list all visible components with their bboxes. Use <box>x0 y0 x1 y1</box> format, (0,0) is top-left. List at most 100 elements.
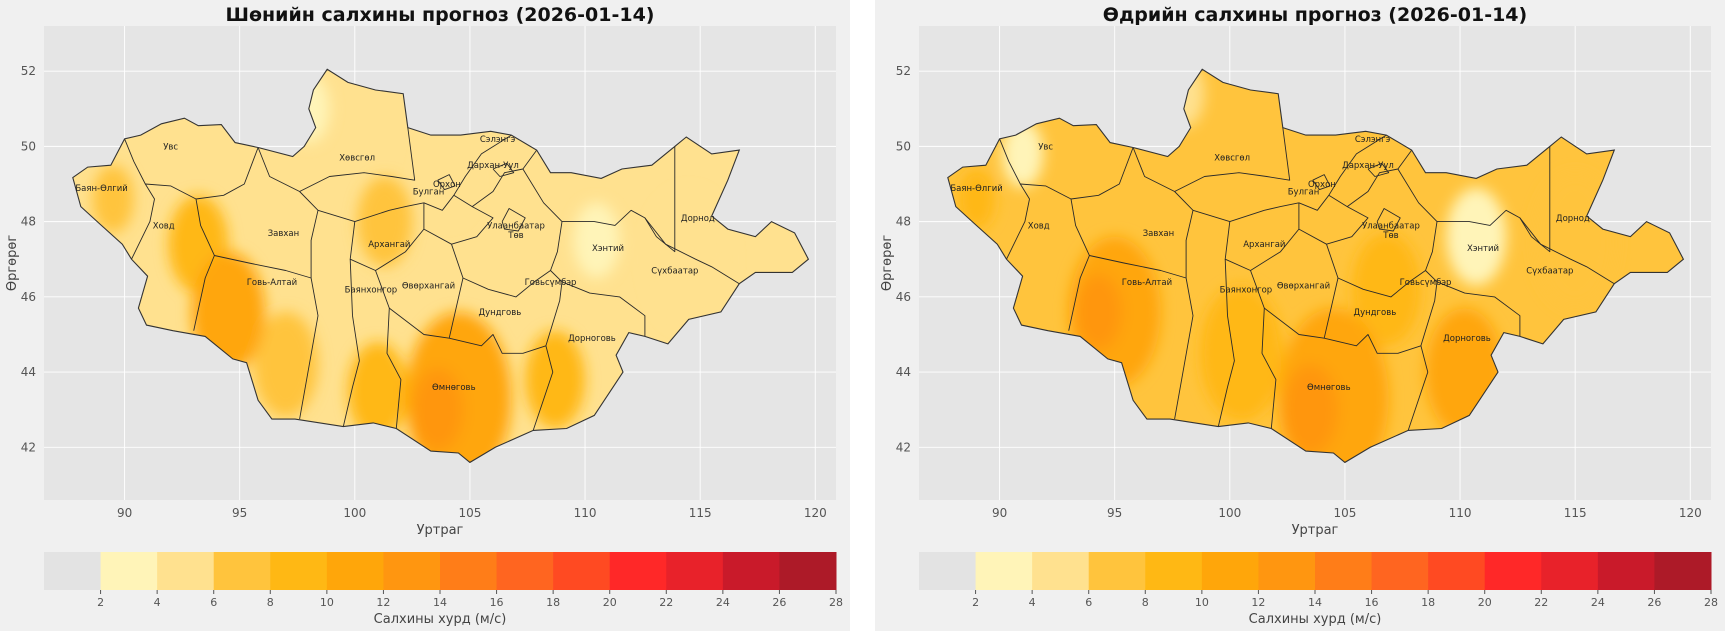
province-label: Ховд <box>153 221 175 231</box>
colorbar-segment <box>1654 552 1712 590</box>
province-border <box>1298 134 1387 211</box>
province-border <box>1367 162 1390 177</box>
colorbar-segment <box>1597 552 1655 590</box>
province-label: Сүхбаатар <box>1526 267 1573 277</box>
province-label: Дорноговь <box>568 334 616 344</box>
colorbar-segment <box>270 552 328 590</box>
country-outline <box>72 68 810 464</box>
province-border <box>492 162 515 177</box>
province-label: Говьсүмбэр <box>1400 278 1452 288</box>
province-border <box>423 228 464 339</box>
wind-speed-blob <box>419 131 475 222</box>
colorbar-segment <box>383 552 441 590</box>
x-tick-label: 95 <box>232 506 247 520</box>
province-border <box>462 270 563 346</box>
colorbar-tick-label: 6 <box>1085 596 1092 609</box>
colorbar-tick-label: 26 <box>772 596 786 609</box>
y-tick-label: 42 <box>896 440 911 454</box>
province-border <box>1264 307 1429 431</box>
province-border <box>453 149 538 208</box>
y-tick-label: 46 <box>21 290 36 304</box>
colorbar-tick-label: 8 <box>1142 596 1149 609</box>
province-label: Улаанбаатар <box>487 221 545 231</box>
province-label: Увс <box>1038 142 1053 152</box>
province-border <box>1376 208 1401 232</box>
province-border <box>1020 147 1134 200</box>
province-border <box>561 281 646 337</box>
province-border <box>349 202 425 271</box>
province-label: Увс <box>163 142 178 152</box>
province-label: Ховд <box>1028 221 1050 231</box>
province-border <box>1328 149 1413 208</box>
province-label: Говьсүмбэр <box>525 278 577 288</box>
province-label: Дундговь <box>478 308 521 318</box>
colorbar-tick-label: 16 <box>1365 596 1379 609</box>
wind-speed-blob <box>1001 120 1044 188</box>
colorbar-tick-label: 20 <box>603 596 617 609</box>
colorbar-segment <box>496 552 554 590</box>
x-tick-label: 115 <box>1564 506 1587 520</box>
wind-speed-blob <box>525 330 586 429</box>
x-tick-label: 95 <box>1107 506 1122 520</box>
colorbar-segment <box>1315 552 1373 590</box>
province-label: Завхан <box>268 229 299 239</box>
wind-speed-blob <box>1446 187 1507 286</box>
y-tick-label: 52 <box>896 64 911 78</box>
colorbar-tick-label: 22 <box>659 596 673 609</box>
province-label: Өвөрхангай <box>402 282 455 292</box>
province-border <box>299 127 416 192</box>
colorbar-tick-label: 10 <box>320 596 334 609</box>
y-tick-label: 44 <box>21 365 36 379</box>
colorbar-segment <box>1032 552 1090 590</box>
colorbar-segment <box>779 552 837 590</box>
colorbar-segment <box>919 552 977 590</box>
province-border <box>389 307 554 431</box>
colorbar-segment <box>1484 552 1542 590</box>
y-tick-label: 46 <box>896 290 911 304</box>
province-label: Дундговь <box>1353 308 1396 318</box>
wind-speed-blob <box>1351 232 1421 346</box>
province-label: Хэнтий <box>592 244 624 254</box>
province-label: Дорнод <box>681 214 715 224</box>
colorbar-tick-label: 22 <box>1534 596 1548 609</box>
wind-speed-blob <box>92 165 134 233</box>
x-tick-label: 90 <box>992 506 1007 520</box>
province-border <box>375 270 402 429</box>
province-label: Төв <box>507 231 523 241</box>
province-border <box>999 138 1030 260</box>
x-tick-label: 120 <box>804 506 827 520</box>
province-label: Баян-Өлгий <box>75 184 127 194</box>
colorbar-tick-label: 24 <box>1591 596 1605 609</box>
colorbar-segment <box>326 552 384 590</box>
colorbar-tick-label: 2 <box>97 596 104 609</box>
province-border <box>214 255 312 279</box>
province-label: Хэнтий <box>1467 244 1499 254</box>
colorbar-segment <box>1145 552 1203 590</box>
province-label: Баянхонгор <box>345 285 398 295</box>
x-tick-label: 120 <box>1679 506 1702 520</box>
province-border <box>644 217 740 285</box>
x-tick-label: 115 <box>689 506 712 520</box>
colorbar-segment <box>1428 552 1486 590</box>
province-border <box>423 134 512 211</box>
colorbar-tick-label: 6 <box>210 596 217 609</box>
province-border <box>451 206 494 245</box>
day-forecast-panel: Өдрийн салхины прогноз (2026-01-14) 90 95 1… <box>875 0 1725 631</box>
province-label: Дорноговь <box>1443 334 1491 344</box>
x-tick-label: 105 <box>1333 506 1356 520</box>
night-forecast-chart: Шөнийн салхины прогноз (2026-01-14) 90 95 1… <box>5 4 843 627</box>
province-border <box>1326 206 1369 245</box>
province-label: Хөвсгөл <box>339 154 375 164</box>
wind-speed-blob <box>1075 274 1122 350</box>
x-tick-label: 100 <box>1218 506 1241 520</box>
province-label: Орхон <box>433 180 461 190</box>
province-label: Улаанбаатар <box>1362 221 1420 231</box>
colorbar-tick-label: 14 <box>433 596 447 609</box>
colorbar-segment <box>553 552 611 590</box>
x-tick-label: 100 <box>343 506 366 520</box>
province-label: Сэлэнгэ <box>1355 135 1391 145</box>
colorbar-tick-label: 2 <box>972 596 979 609</box>
province-label: Хөвсгөл <box>1214 154 1250 164</box>
country-outline <box>947 68 1685 464</box>
